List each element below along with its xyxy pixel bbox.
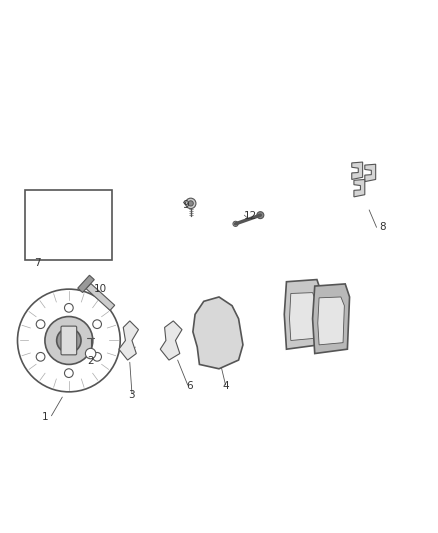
Polygon shape	[290, 293, 316, 341]
Polygon shape	[284, 279, 321, 349]
Polygon shape	[313, 284, 350, 353]
Polygon shape	[160, 321, 182, 360]
Text: 4: 4	[222, 381, 229, 391]
Text: 9: 9	[183, 200, 189, 210]
Text: 12: 12	[244, 211, 257, 221]
Circle shape	[257, 212, 264, 219]
Polygon shape	[318, 297, 344, 345]
FancyBboxPatch shape	[51, 196, 75, 198]
Polygon shape	[78, 275, 94, 293]
Circle shape	[57, 328, 81, 353]
Text: 11: 11	[300, 297, 313, 308]
Polygon shape	[365, 164, 376, 182]
FancyBboxPatch shape	[25, 190, 113, 260]
Circle shape	[40, 194, 46, 199]
Circle shape	[188, 201, 193, 206]
Circle shape	[74, 213, 81, 219]
Circle shape	[45, 317, 93, 365]
FancyBboxPatch shape	[77, 196, 89, 199]
Polygon shape	[86, 284, 115, 310]
Polygon shape	[352, 162, 363, 180]
Polygon shape	[119, 321, 138, 360]
Circle shape	[93, 352, 102, 361]
Text: 10: 10	[94, 284, 107, 294]
Polygon shape	[193, 297, 243, 369]
Circle shape	[36, 352, 45, 361]
Text: 6: 6	[186, 381, 193, 391]
Circle shape	[36, 320, 45, 328]
Text: 7: 7	[34, 257, 41, 268]
Circle shape	[80, 203, 88, 211]
Circle shape	[64, 303, 73, 312]
Circle shape	[37, 201, 48, 213]
Circle shape	[93, 320, 102, 328]
FancyBboxPatch shape	[34, 214, 58, 217]
Text: 2: 2	[87, 357, 94, 366]
Text: 3: 3	[129, 390, 135, 400]
FancyBboxPatch shape	[51, 206, 73, 208]
Text: 8: 8	[379, 222, 385, 232]
Circle shape	[185, 198, 196, 208]
Circle shape	[85, 349, 96, 359]
Circle shape	[83, 213, 89, 219]
Polygon shape	[354, 180, 365, 197]
FancyBboxPatch shape	[50, 195, 53, 199]
FancyBboxPatch shape	[61, 326, 77, 355]
Circle shape	[64, 369, 73, 377]
FancyBboxPatch shape	[64, 214, 73, 218]
Circle shape	[37, 191, 48, 203]
FancyBboxPatch shape	[50, 205, 53, 209]
Circle shape	[212, 325, 226, 338]
Text: 1: 1	[42, 411, 48, 422]
Circle shape	[233, 221, 238, 227]
